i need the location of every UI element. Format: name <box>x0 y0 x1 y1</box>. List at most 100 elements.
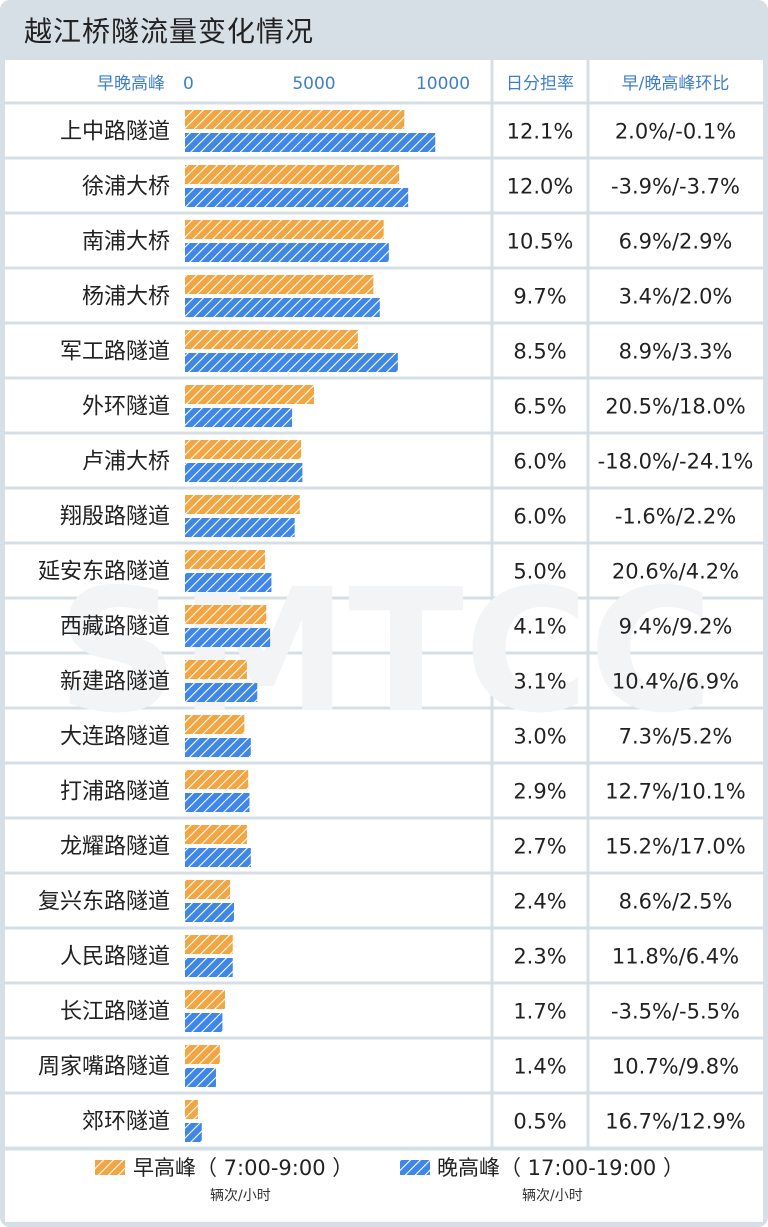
bar-evening <box>185 903 235 922</box>
bar-morning <box>185 385 314 404</box>
share-value: 12.0% <box>507 175 574 199</box>
change-value: 11.8%/6.4% <box>612 945 739 969</box>
share-value: 8.5% <box>513 340 566 364</box>
legend-unit-morning: 辆次/小时 <box>210 1188 271 1204</box>
table-row: 翔殷路隧道 6.0% -1.6%/2.2% <box>60 495 736 537</box>
row-category-label: 大连路隧道 <box>60 725 170 750</box>
change-value: 12.7%/10.1% <box>605 780 746 804</box>
table-row: 龙耀路隧道 2.7% 15.2%/17.0% <box>60 825 746 867</box>
bar-morning <box>185 165 400 184</box>
title-tab: 越江桥隧流量变化情况 <box>0 0 380 58</box>
bar-evening <box>185 243 389 262</box>
bar-morning <box>185 660 247 679</box>
bar-evening <box>185 1013 223 1032</box>
share-value: 9.7% <box>513 285 566 309</box>
row-category-label: 军工路隧道 <box>60 340 170 365</box>
bar-morning <box>185 330 358 349</box>
change-value: 20.5%/18.0% <box>605 395 746 419</box>
row-category-label: 西藏路隧道 <box>60 615 170 640</box>
row-category-label: 南浦大桥 <box>82 230 170 255</box>
table-row: 卢浦大桥 6.0% -18.0%/-24.1% <box>82 440 753 482</box>
row-category-label: 翔殷路隧道 <box>60 505 170 530</box>
bar-evening <box>185 958 233 977</box>
bar-morning <box>185 220 384 239</box>
bar-morning <box>185 550 265 569</box>
legend-swatch-evening <box>400 1160 430 1175</box>
row-category-label: 徐浦大桥 <box>82 175 170 200</box>
table-row: 西藏路隧道 4.1% 9.4%/9.2% <box>60 605 732 647</box>
change-value: -3.9%/-3.7% <box>611 175 740 199</box>
table-row: 南浦大桥 10.5% 6.9%/2.9% <box>82 220 732 262</box>
header-share-column: 日分担率 <box>506 74 574 94</box>
share-value: 3.0% <box>513 725 566 749</box>
change-value: 3.4%/2.0% <box>619 285 733 309</box>
share-value: 2.7% <box>513 835 566 859</box>
share-value: 3.1% <box>513 670 566 694</box>
row-category-label: 卢浦大桥 <box>82 450 170 475</box>
chart-title: 越江桥隧流量变化情况 <box>24 15 315 48</box>
row-category-label: 外环隧道 <box>82 395 170 420</box>
bar-evening <box>185 573 272 592</box>
bar-chart-table: SMTCC 早晚高峰 0 5000 10000 日分担率 早/晚高峰环比 上中路隧道 12.… <box>5 60 763 1222</box>
row-category-label: 复兴东路隧道 <box>38 890 170 915</box>
bar-morning <box>185 990 225 1009</box>
bar-evening <box>185 353 398 372</box>
change-value: 16.7%/12.9% <box>605 1110 746 1134</box>
bar-morning <box>185 275 374 294</box>
row-category-label: 龙耀路隧道 <box>60 835 170 860</box>
bar-morning <box>185 110 405 129</box>
bar-evening <box>185 848 251 867</box>
bar-morning <box>185 1045 220 1064</box>
legend-background <box>5 1151 763 1222</box>
share-value: 0.5% <box>513 1110 566 1134</box>
x-tick-label: 10000 <box>416 74 470 94</box>
legend-label-morning: 早高峰（ 7:00-9:00 ） <box>133 1156 353 1180</box>
share-value: 10.5% <box>507 230 574 254</box>
row-category-label: 郊环隧道 <box>82 1110 170 1135</box>
table-row: 徐浦大桥 12.0% -3.9%/-3.7% <box>82 165 740 207</box>
table-row: 周家嘴路隧道 1.4% 10.7%/9.8% <box>38 1045 739 1087</box>
x-tick-label: 5000 <box>292 74 335 94</box>
bar-evening <box>185 738 251 757</box>
row-category-label: 周家嘴路隧道 <box>38 1055 170 1080</box>
bar-morning <box>185 715 245 734</box>
change-value: 2.0%/-0.1% <box>615 120 736 144</box>
change-value: 9.4%/9.2% <box>619 615 733 639</box>
change-value: 8.6%/2.5% <box>619 890 733 914</box>
share-value: 6.0% <box>513 505 566 529</box>
table-row: 人民路隧道 2.3% 11.8%/6.4% <box>60 935 739 977</box>
change-value: -18.0%/-24.1% <box>598 450 754 474</box>
bar-evening <box>185 463 303 482</box>
bar-evening <box>185 683 258 702</box>
chart-panel: SMTCC 早晚高峰 0 5000 10000 日分担率 早/晚高峰环比 上中路隧道 12.… <box>5 60 763 1222</box>
bar-morning <box>185 770 249 789</box>
share-value: 6.5% <box>513 395 566 419</box>
change-value: 7.3%/5.2% <box>619 725 733 749</box>
change-value: -1.6%/2.2% <box>615 505 736 529</box>
bar-evening <box>185 298 380 317</box>
change-value: 20.6%/4.2% <box>612 560 739 584</box>
table-rows: 上中路隧道 12.1% 2.0%/-0.1% 徐浦大桥 12.0% -3.9%/-3.7%… <box>38 110 753 1142</box>
header-change-column: 早/晚高峰环比 <box>622 74 730 94</box>
share-value: 2.9% <box>513 780 566 804</box>
bar-evening <box>185 518 295 537</box>
legend: 早高峰（ 7:00-9:00 ） 晚高峰（ 17:00-19:00 ） 辆次/小时 辆… <box>5 1147 763 1222</box>
row-category-label: 上中路隧道 <box>60 120 170 145</box>
table-row: 外环隧道 6.5% 20.5%/18.0% <box>82 385 746 427</box>
legend-label-evening: 晚高峰（ 17:00-19:00 ） <box>437 1156 684 1180</box>
row-category-label: 延安东路隧道 <box>38 560 170 585</box>
share-value: 5.0% <box>513 560 566 584</box>
table-row: 杨浦大桥 9.7% 3.4%/2.0% <box>82 275 732 317</box>
bar-evening <box>185 408 293 427</box>
bar-morning <box>185 605 267 624</box>
legend-unit-evening: 辆次/小时 <box>522 1188 583 1204</box>
row-category-label: 新建路隧道 <box>60 670 170 695</box>
row-category-label: 长江路隧道 <box>60 1000 170 1025</box>
bar-morning <box>185 440 302 459</box>
change-value: -3.5%/-5.5% <box>611 1000 740 1024</box>
watermark: SMTCC <box>56 553 713 751</box>
table-row: 复兴东路隧道 2.4% 8.6%/2.5% <box>38 880 732 922</box>
bar-evening <box>185 133 436 152</box>
header-bar-column: 早晚高峰 <box>97 74 165 94</box>
x-tick-label: 0 <box>183 74 194 94</box>
